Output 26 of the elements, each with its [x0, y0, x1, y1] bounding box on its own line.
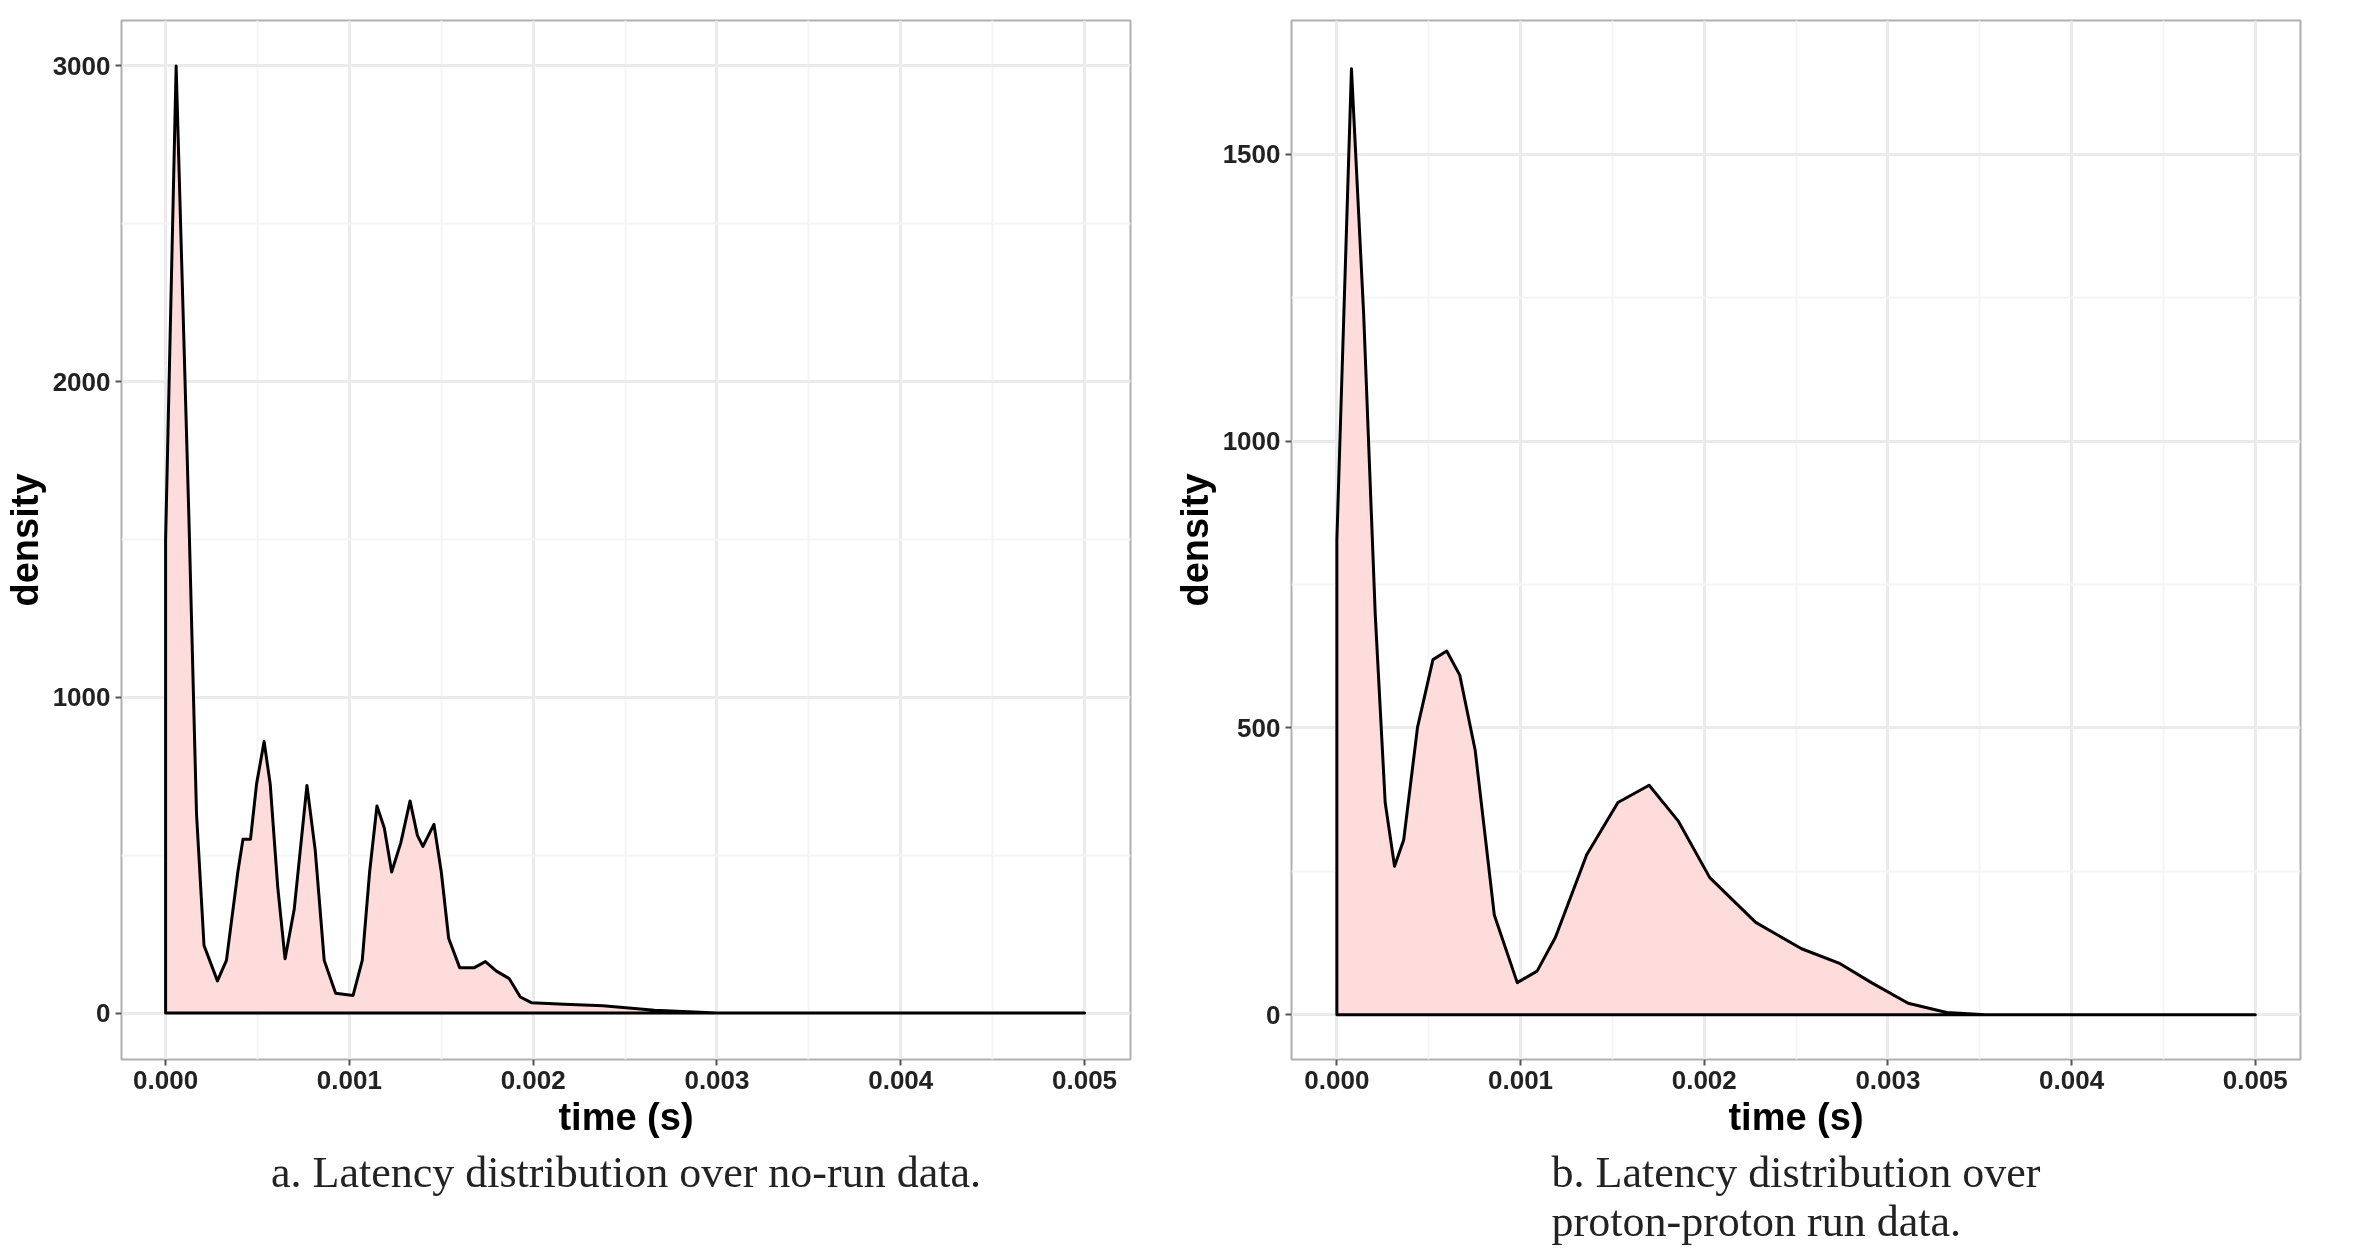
- y-tick-label: 3000: [52, 50, 111, 81]
- x-tick-label: 0.002: [1671, 1064, 1737, 1095]
- x-tick-label: 0.001: [1488, 1064, 1554, 1095]
- x-tick-label: 0.000: [133, 1064, 199, 1095]
- x-tick-label: 0.004: [868, 1064, 934, 1095]
- x-tick-label: 0.005: [1052, 1064, 1118, 1095]
- y-axis-title: density: [3, 473, 46, 607]
- x-tick-label: 0.003: [1855, 1064, 1921, 1095]
- y-tick-label: 0: [96, 998, 111, 1029]
- x-tick-label: 0.004: [2039, 1064, 2105, 1095]
- y-tick-label: 0: [1266, 999, 1281, 1030]
- y-tick-label: 500: [1237, 712, 1281, 743]
- x-tick-label: 0.002: [500, 1064, 566, 1095]
- y-tick-label: 2000: [52, 366, 111, 397]
- x-tick-label: 0.005: [2222, 1064, 2288, 1095]
- y-tick-label: 1500: [1222, 139, 1281, 170]
- y-axis-title: density: [1173, 473, 1216, 607]
- x-axis-title: time (s): [558, 1095, 694, 1138]
- x-tick-label: 0.000: [1304, 1064, 1370, 1095]
- text: a. Latency distribution over no-run data.: [271, 1147, 981, 1197]
- x-tick-label: 0.001: [316, 1064, 382, 1095]
- x-axis-title: time (s): [1728, 1095, 1864, 1138]
- y-tick-label: 1000: [1222, 426, 1281, 457]
- x-tick-label: 0.003: [684, 1064, 750, 1095]
- y-tick-label: 1000: [52, 682, 111, 713]
- text: b. Latency distribution over proton-proton run data.: [1551, 1147, 2041, 1246]
